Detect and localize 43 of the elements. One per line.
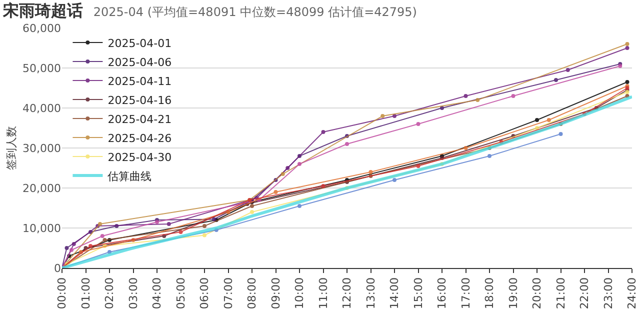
chart-title: 宋雨琦超话 [2, 1, 84, 20]
x-tick-label: 23:00 [602, 277, 615, 310]
x-tick-label: 08:00 [246, 277, 259, 310]
legend-label: 2025-04-30 [108, 150, 172, 164]
legend-label: 2025-04-21 [108, 112, 172, 126]
y-tick-label: 60,000 [22, 22, 61, 35]
legend-label: 估算曲线 [108, 170, 152, 183]
y-tick-label: 30,000 [22, 142, 61, 155]
x-tick-label: 21:00 [554, 277, 568, 310]
x-tick-label: 02:00 [103, 277, 116, 310]
y-tick-label: 20,000 [22, 182, 61, 195]
y-tick-label: 0 [54, 262, 61, 275]
x-tick-label: 15:00 [412, 277, 425, 310]
legend-label: 2025-04-01 [108, 36, 172, 50]
x-tick-label: 12:00 [340, 277, 354, 310]
x-tick-label: 03:00 [126, 277, 140, 310]
x-tick-label: 10:00 [293, 277, 306, 310]
x-tick-label: 09:00 [269, 277, 282, 310]
x-tick-label: 24:00 [626, 277, 639, 310]
y-tick-label: 50,000 [22, 62, 61, 75]
x-tick-label: 11:00 [316, 277, 330, 310]
x-tick-label: 07:00 [222, 277, 235, 310]
x-tick-label: 16:00 [436, 277, 449, 310]
x-tick-label: 14:00 [388, 277, 402, 310]
x-tick-label: 20:00 [530, 277, 544, 310]
legend-label: 2025-04-16 [108, 94, 172, 107]
x-tick-label: 04:00 [150, 277, 164, 310]
chart-subtitle: 2025-04 (平均值=48091 中位数=48099 估计值=42795) [93, 5, 418, 19]
x-tick-label: 19:00 [506, 277, 520, 310]
y-tick-label: 10,000 [22, 222, 61, 235]
y-tick-label: 40,000 [22, 102, 61, 115]
x-tick-label: 17:00 [459, 277, 472, 310]
x-tick-label: 05:00 [174, 277, 188, 310]
x-tick-label: 06:00 [198, 277, 212, 310]
x-tick-label: 00:00 [56, 277, 69, 310]
y-axis-title: 签到人数 [5, 126, 18, 170]
x-tick-label: 22:00 [578, 277, 592, 310]
x-tick-label: 18:00 [483, 277, 496, 310]
legend-label: 2025-04-11 [108, 74, 172, 88]
x-tick-label: 01:00 [79, 277, 92, 310]
x-tick-label: 13:00 [364, 277, 378, 310]
legend-label: 2025-04-26 [108, 132, 172, 145]
legend-label: 2025-04-06 [108, 56, 172, 69]
